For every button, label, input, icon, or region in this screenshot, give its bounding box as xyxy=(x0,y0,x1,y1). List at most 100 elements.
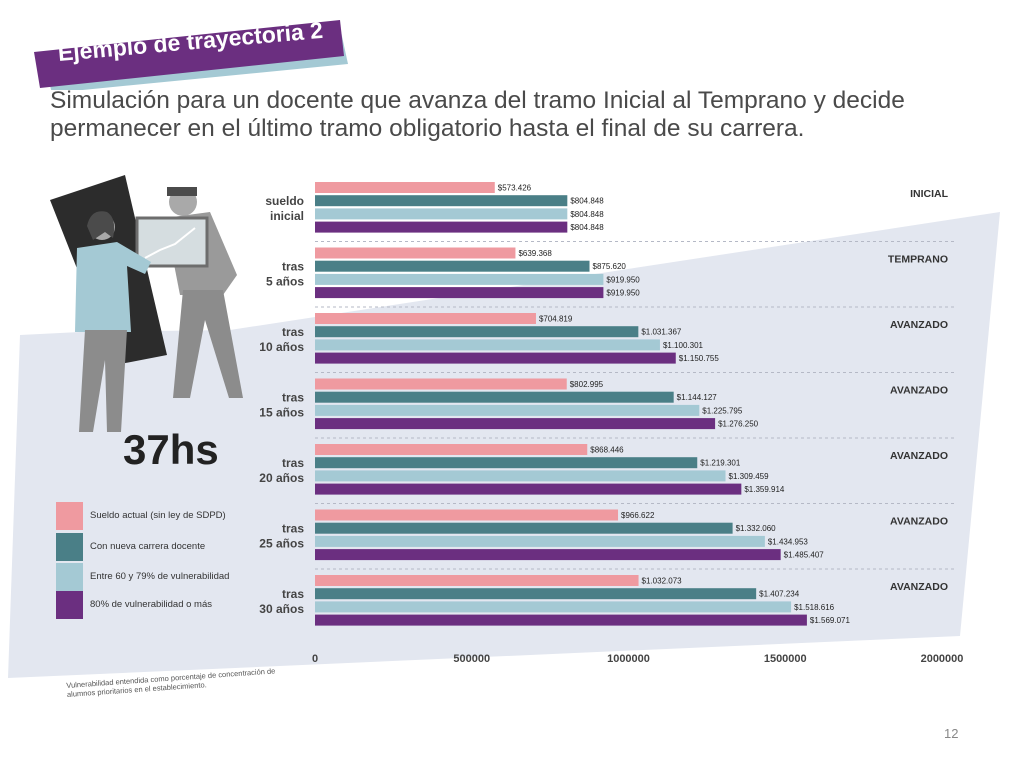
legend-swatch xyxy=(56,533,83,561)
woman-body xyxy=(75,242,151,332)
bar-value-label: $1.150.755 xyxy=(679,354,720,363)
legend-label: Entre 60 y 79% de vulnerabilidad xyxy=(90,571,230,582)
bar-value-label: $804.848 xyxy=(570,223,604,232)
bar xyxy=(315,208,568,220)
x-tick-label: 500000 xyxy=(453,653,490,665)
legend-swatch xyxy=(56,502,83,530)
page-number: 12 xyxy=(944,726,959,741)
legend-label: 80% de vulnerabilidad o más xyxy=(90,599,212,610)
bar xyxy=(315,195,568,207)
bar xyxy=(315,535,765,547)
category-label: 20 años xyxy=(259,471,304,485)
category-label: tras xyxy=(282,260,304,274)
bar xyxy=(315,601,792,613)
category-label: tras xyxy=(282,587,304,601)
bar xyxy=(315,614,807,626)
bar-value-label: $1.100.301 xyxy=(663,341,704,350)
tier-label: INICIAL xyxy=(910,188,949,200)
bar xyxy=(315,378,567,390)
bar xyxy=(315,418,716,430)
category-label: tras xyxy=(282,522,304,536)
x-tick-label: 1000000 xyxy=(607,653,650,665)
bar-value-label: $704.819 xyxy=(539,315,573,324)
bar-value-label: $1.569.071 xyxy=(810,616,851,625)
bar-value-label: $1.434.953 xyxy=(768,537,809,546)
tier-label: AVANZADO xyxy=(890,516,948,528)
bar xyxy=(315,509,619,521)
legend-swatch xyxy=(56,591,83,619)
tier-label: AVANZADO xyxy=(890,385,948,397)
bar-value-label: $868.446 xyxy=(590,446,624,455)
bar xyxy=(315,549,781,561)
category-label: tras xyxy=(282,325,304,339)
category-label: 25 años xyxy=(259,537,304,551)
bar-value-label: $804.848 xyxy=(570,210,604,219)
bar-value-label: $1.144.127 xyxy=(677,393,718,402)
man-hair xyxy=(167,187,197,196)
bar-value-label: $1.219.301 xyxy=(700,459,741,468)
bar-value-label: $919.950 xyxy=(606,289,640,298)
bar-value-label: $919.950 xyxy=(606,275,640,284)
bar-value-label: $1.407.234 xyxy=(759,590,800,599)
category-label: 30 años xyxy=(259,602,304,616)
bar-value-label: $1.359.914 xyxy=(744,485,785,494)
bar xyxy=(315,273,604,285)
category-label: tras xyxy=(282,391,304,405)
woman-legs xyxy=(79,330,127,432)
bar xyxy=(315,326,639,338)
bar xyxy=(315,483,742,495)
category-label: tras xyxy=(282,456,304,470)
bar-value-label: $1.032.073 xyxy=(642,577,683,586)
x-tick-label: 2000000 xyxy=(921,653,964,665)
bar xyxy=(315,221,568,233)
bar-value-label: $1.518.616 xyxy=(794,603,835,612)
tier-label: AVANZADO xyxy=(890,581,948,593)
teachers-illustration xyxy=(50,175,243,432)
bar-value-label: $875.620 xyxy=(593,262,627,271)
category-label: 15 años xyxy=(259,406,304,420)
title-banner-shape xyxy=(34,20,348,90)
x-tick-label: 1500000 xyxy=(764,653,807,665)
bar xyxy=(315,404,700,416)
subtitle-line-2: permanecer en el último tramo obligatori… xyxy=(50,115,805,142)
bar-value-label: $639.368 xyxy=(518,249,552,258)
bar xyxy=(315,182,495,193)
bar-value-label: $573.426 xyxy=(498,184,532,193)
subtitle-line-1: Simulación para un docente que avanza de… xyxy=(50,87,905,114)
bar-value-label: $804.848 xyxy=(570,197,604,206)
bar-value-label: $1.332.060 xyxy=(736,524,777,533)
category-label: 10 años xyxy=(259,340,304,354)
category-label: 5 años xyxy=(266,275,304,289)
legend-label: Con nueva carrera docente xyxy=(90,541,206,552)
bar-value-label: $1.485.407 xyxy=(784,551,825,560)
category-label: inicial xyxy=(270,209,304,223)
bar xyxy=(315,339,660,351)
bar xyxy=(315,247,516,259)
bar xyxy=(315,522,733,534)
bar-value-label: $1.276.250 xyxy=(718,420,759,429)
legend-swatch xyxy=(56,563,83,591)
bar xyxy=(315,470,726,482)
subtitle: Simulación para un docente que avanza de… xyxy=(50,87,990,143)
tablet-board xyxy=(135,216,209,268)
bar xyxy=(315,260,590,272)
tier-label: AVANZADO xyxy=(890,450,948,462)
woman-hair xyxy=(87,211,115,240)
bar xyxy=(315,575,639,586)
bar xyxy=(315,444,588,455)
man-legs xyxy=(173,290,243,398)
x-tick-label: 0 xyxy=(312,653,318,665)
bar xyxy=(315,313,536,324)
bar xyxy=(315,588,757,600)
bar xyxy=(315,287,604,299)
hours-label: 37hs xyxy=(123,426,219,473)
tier-label: TEMPRANO xyxy=(888,254,948,266)
category-label: sueldo xyxy=(265,194,304,208)
legend-label: Sueldo actual (sin ley de SDPD) xyxy=(90,510,226,521)
bar xyxy=(315,457,698,469)
growth-line-icon xyxy=(144,227,196,259)
bar xyxy=(315,352,676,364)
bar-value-label: $1.225.795 xyxy=(702,406,743,415)
